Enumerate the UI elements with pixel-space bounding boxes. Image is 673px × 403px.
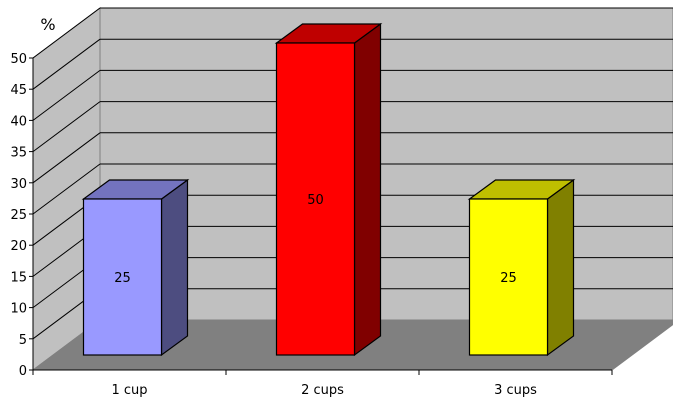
bar-side [353, 22, 382, 357]
y-tick-label: 45 [10, 83, 27, 98]
y-tick-label: 25 [10, 208, 27, 223]
bar-front [275, 42, 356, 356]
y-tick-label: 0 [19, 364, 27, 379]
data-label: 25 [500, 271, 517, 286]
gridline-side [32, 7, 101, 59]
bar-front [468, 198, 549, 356]
y-tick-label: 30 [10, 177, 27, 192]
bar [467, 178, 576, 357]
axes [29, 57, 613, 375]
gridline-side [32, 38, 101, 90]
x-tick-label: 2 cups [301, 383, 344, 398]
data-label: 50 [307, 193, 324, 208]
gridline-side [32, 132, 101, 184]
y-tick-label: 5 [19, 333, 27, 348]
bars [81, 22, 576, 357]
x-tick-label: 3 cups [494, 383, 537, 398]
gridlines [32, 7, 673, 340]
labels: 0 5 10 15 20 25 30 35 40 45 50 25 1 cup 50 2 cups 25 3 c… [10, 52, 537, 398]
bar-front [82, 198, 163, 356]
bar [81, 178, 190, 357]
gridline-side [32, 163, 101, 215]
gridline-side [32, 69, 101, 121]
gridline-side [32, 101, 101, 153]
y-axis-label: % [40, 15, 55, 34]
y-tick-label: 15 [10, 270, 27, 285]
y-tick-label: 10 [10, 302, 27, 317]
x-tick-label: 1 cup [111, 383, 147, 398]
y-tick-label: 20 [10, 239, 27, 254]
bar [274, 22, 383, 357]
data-label: 25 [114, 271, 131, 286]
bar-side [546, 178, 575, 357]
y-tick-label: 50 [10, 52, 27, 67]
bar-side [160, 178, 189, 357]
y-tick-label: 40 [10, 114, 27, 129]
y-tick-label: 35 [10, 146, 27, 161]
